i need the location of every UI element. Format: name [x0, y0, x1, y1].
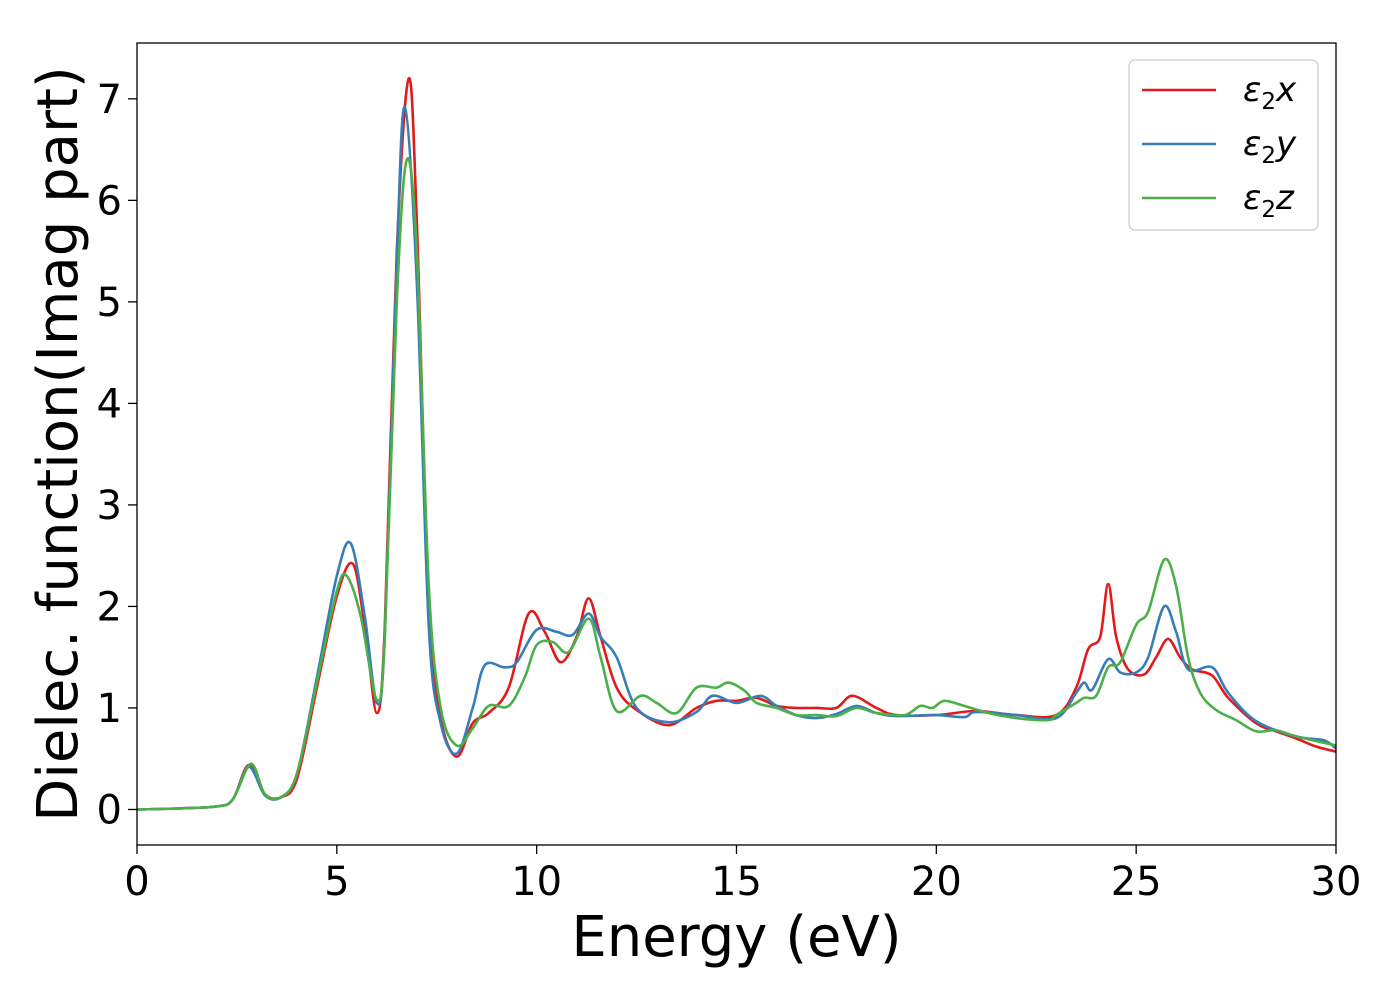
series-layer: [136, 77, 1337, 811]
y-axis-label: Dielec. function(Imag part): [26, 66, 91, 822]
x-tick-label: 20: [911, 859, 962, 905]
x-tick-label: 30: [1311, 859, 1362, 905]
x-tick-label: 0: [124, 859, 149, 905]
y-tick-label: 2: [97, 584, 122, 630]
y-tick-label: 3: [97, 483, 122, 529]
legend-label-1: ε2x: [1243, 70, 1297, 115]
legend-label-3: ε2z: [1243, 178, 1295, 223]
legend-label-2: ε2y: [1243, 124, 1297, 169]
series-line-1: [136, 77, 1337, 811]
y-tick-label: 1: [97, 686, 122, 732]
x-axis-label: Energy (eV): [571, 905, 901, 970]
legend: ε2x ε2y ε2z: [1128, 59, 1319, 231]
series-line-3: [136, 157, 1337, 811]
y-tick-label: 0: [97, 787, 122, 833]
y-tick-label: 6: [97, 178, 122, 224]
series-line-2: [136, 105, 1337, 811]
y-tick-label: 4: [97, 381, 122, 427]
y-axis: 0 1 2 3 4 5 6 7: [97, 77, 137, 833]
x-tick-label: 15: [711, 859, 762, 905]
x-tick-label: 25: [1111, 859, 1162, 905]
y-tick-label: 5: [97, 280, 122, 326]
x-axis: 0 5 10 15 20 25 30: [124, 845, 1361, 905]
x-tick-label: 10: [511, 859, 562, 905]
y-tick-label: 7: [97, 77, 122, 123]
legend-box: [1128, 59, 1319, 231]
x-tick-label: 5: [324, 859, 349, 905]
